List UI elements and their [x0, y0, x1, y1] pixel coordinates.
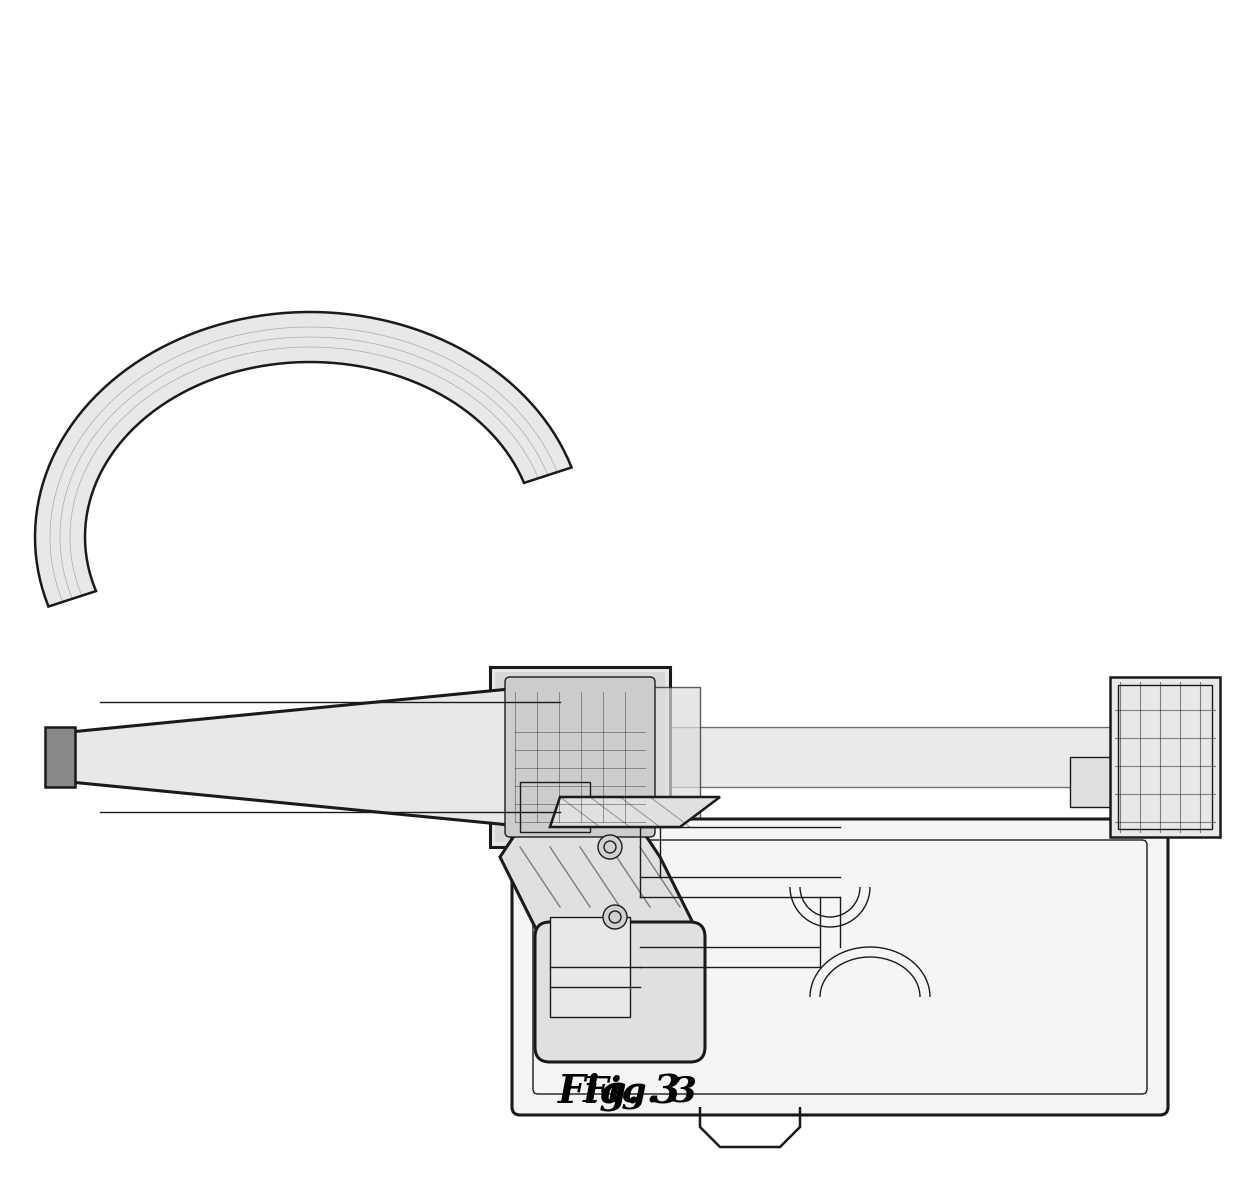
Bar — [495, 672, 665, 842]
Polygon shape — [69, 687, 590, 827]
Text: Fig. 3: Fig. 3 — [558, 1073, 682, 1111]
FancyBboxPatch shape — [534, 922, 706, 1062]
FancyBboxPatch shape — [520, 826, 1161, 1107]
Bar — [580, 726, 1130, 787]
Bar — [1118, 685, 1211, 829]
Bar — [520, 782, 590, 832]
Bar — [490, 667, 670, 848]
Bar — [551, 918, 630, 1017]
Polygon shape — [520, 687, 701, 827]
FancyBboxPatch shape — [512, 819, 1168, 1115]
FancyBboxPatch shape — [505, 677, 655, 837]
Text: Fig. 3: Fig. 3 — [583, 1074, 697, 1109]
Bar — [1110, 677, 1220, 837]
Bar — [45, 726, 74, 787]
Polygon shape — [500, 827, 701, 967]
Bar — [1070, 757, 1120, 807]
Polygon shape — [551, 796, 720, 827]
Circle shape — [598, 834, 622, 859]
Circle shape — [603, 904, 627, 929]
Polygon shape — [35, 312, 572, 607]
